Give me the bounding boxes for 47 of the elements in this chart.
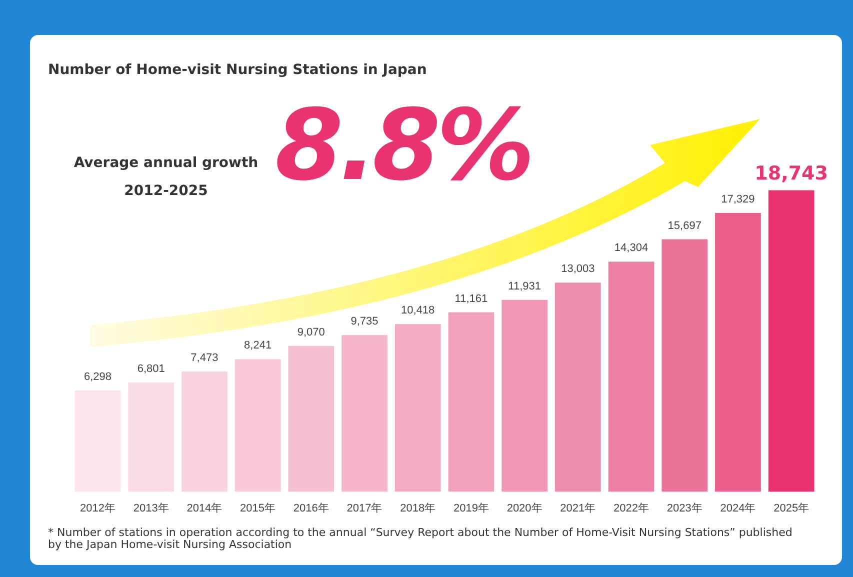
x-tick-label: 2013年 xyxy=(133,502,169,514)
bar xyxy=(448,312,494,492)
bar xyxy=(288,346,334,492)
bar xyxy=(554,282,601,492)
x-tick-label: 2020年 xyxy=(506,502,542,514)
x-tick-label: 2015年 xyxy=(240,502,276,514)
x-tick-label: 2023年 xyxy=(666,502,702,514)
chart-title: Number of Home-visit Nursing Stations in Japan xyxy=(48,62,427,78)
bar xyxy=(234,359,281,492)
data-label: 11,931 xyxy=(508,280,541,292)
x-tick-label: 2022年 xyxy=(614,502,650,514)
bar xyxy=(128,382,174,492)
data-label: 6,298 xyxy=(84,370,112,383)
data-label: 15,697 xyxy=(668,220,702,232)
data-label: 11,161 xyxy=(454,292,488,305)
bar xyxy=(502,300,548,492)
data-label: 9,070 xyxy=(297,326,325,338)
x-tick-label: 2017年 xyxy=(346,502,382,514)
data-label: 9,735 xyxy=(350,316,378,328)
x-tick-label: 2018年 xyxy=(400,502,436,514)
text: * Number of stations in operation according to the annual “Survey Report about the Number of Home-Visit Nursing Stations” published by the Japan Home-visit Nursing Association xyxy=(48,526,794,551)
data-label: 10,418 xyxy=(401,304,435,317)
data-label: 6,801 xyxy=(137,362,165,375)
bar xyxy=(608,262,654,492)
x-tick-label: 2014年 xyxy=(186,502,222,514)
x-tick-label: 2016年 xyxy=(293,502,329,514)
x-tick-label: 2019年 xyxy=(453,502,489,514)
data-label: 8,241 xyxy=(244,340,272,352)
bar xyxy=(715,212,761,492)
data-label: 17,329 xyxy=(721,194,755,206)
x-tick-label: 2025年 xyxy=(774,502,810,514)
x-tick-label: 2012年 xyxy=(80,502,116,514)
data-label: 13,003 xyxy=(561,263,595,276)
data-label: 14,304 xyxy=(614,242,648,254)
x-tick-label: 2021年 xyxy=(560,502,596,514)
bar xyxy=(768,190,814,492)
x-tick-label: 2024年 xyxy=(720,502,756,514)
text: Average annual growth xyxy=(72,154,260,173)
annotation: 8.8% xyxy=(275,89,531,203)
bar xyxy=(342,335,388,492)
bar xyxy=(662,239,708,492)
bar xyxy=(182,372,228,492)
data-label: 7,473 xyxy=(190,352,218,364)
annotation: 2012-2025 xyxy=(123,182,209,201)
bar xyxy=(74,390,121,492)
bar xyxy=(394,324,441,492)
data-label: 18,743 xyxy=(754,162,828,185)
